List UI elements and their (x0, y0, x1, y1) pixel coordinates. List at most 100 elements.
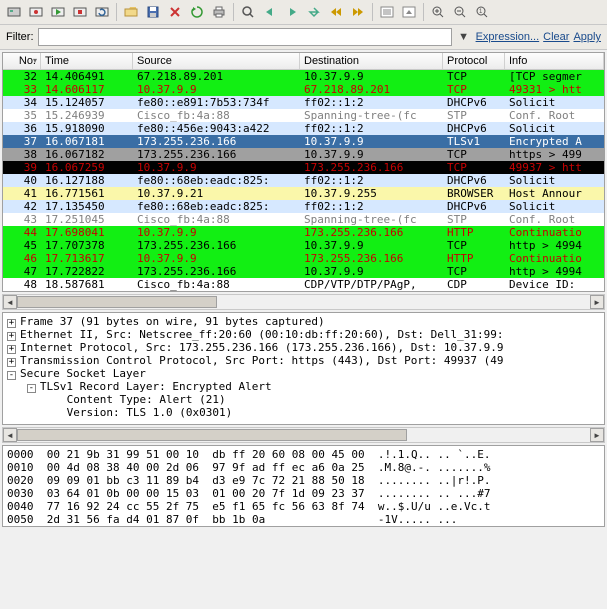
cell-src: fe80::68eb:eadc:825: (133, 174, 300, 187)
table-row[interactable]: 4417.69804110.37.9.9173.255.236.166HTTPC… (3, 226, 604, 239)
filter-dropdown-icon[interactable]: ▼ (456, 31, 472, 43)
options-icon[interactable] (26, 2, 46, 22)
packet-list-hscroll[interactable]: ◄ ► (2, 294, 605, 310)
expand-icon[interactable]: + (7, 345, 16, 354)
tree-line[interactable]: +Frame 37 (91 bytes on wire, 91 bytes ca… (3, 315, 604, 328)
table-row[interactable]: 3916.06725910.37.9.9173.255.236.166TCP49… (3, 161, 604, 174)
table-row[interactable]: 3615.918090fe80::456e:9043:a422ff02::1:2… (3, 122, 604, 135)
cell-time: 14.606117 (41, 83, 133, 96)
save-icon[interactable] (143, 2, 163, 22)
scroll-left-icon[interactable]: ◄ (3, 295, 17, 309)
find-icon[interactable] (238, 2, 258, 22)
filter-input[interactable] (40, 30, 450, 44)
stop-capture-icon[interactable] (70, 2, 90, 22)
table-row[interactable]: 4016.127188fe80::68eb:eadc:825:ff02::1:2… (3, 174, 604, 187)
col-header-time[interactable]: Time (41, 53, 133, 69)
zoom-out-icon[interactable] (450, 2, 470, 22)
cell-no: 34 (3, 96, 41, 109)
table-row[interactable]: 3214.40649167.218.89.20110.37.9.9TCP[TCP… (3, 70, 604, 83)
cell-no: 46 (3, 252, 41, 265)
tree-hscroll[interactable]: ◄ ► (2, 427, 605, 443)
table-row[interactable]: 4317.251045Cisco_fb:4a:88Spanning-tree-(… (3, 213, 604, 226)
expand-icon[interactable]: + (7, 332, 16, 341)
table-row[interactable]: 4217.135450fe80::68eb:eadc:825:ff02::1:2… (3, 200, 604, 213)
go-last-icon[interactable] (348, 2, 368, 22)
cell-time: 16.067182 (41, 148, 133, 161)
tree-line[interactable]: -Secure Socket Layer (3, 367, 604, 380)
start-capture-icon[interactable] (48, 2, 68, 22)
zoom-in-icon[interactable] (428, 2, 448, 22)
table-row[interactable]: 3816.067182173.255.236.16610.37.9.9TCPht… (3, 148, 604, 161)
tree-line[interactable]: +Transmission Control Protocol, Src Port… (3, 354, 604, 367)
col-header-no[interactable]: No. (3, 53, 41, 69)
interfaces-icon[interactable] (4, 2, 24, 22)
hex-dump-pane[interactable]: 0000 00 21 9b 31 99 51 00 10 db ff 20 60… (2, 445, 605, 527)
cell-dst: 10.37.9.9 (300, 135, 443, 148)
clear-link[interactable]: Clear (543, 31, 569, 43)
go-back-icon[interactable] (260, 2, 280, 22)
reload-icon[interactable] (187, 2, 207, 22)
col-header-source[interactable]: Source (133, 53, 300, 69)
table-row[interactable]: 4617.71361710.37.9.9173.255.236.166HTTPC… (3, 252, 604, 265)
table-row[interactable]: 4717.722822173.255.236.16610.37.9.9TCPht… (3, 265, 604, 278)
table-row[interactable]: 3716.067181173.255.236.16610.37.9.9TLSv1… (3, 135, 604, 148)
restart-capture-icon[interactable] (92, 2, 112, 22)
cell-src: 10.37.9.9 (133, 226, 300, 239)
go-to-icon[interactable] (304, 2, 324, 22)
table-row[interactable]: 4818.587681Cisco_fb:4a:88CDP/VTP/DTP/PAg… (3, 278, 604, 291)
cell-src: fe80::456e:9043:a422 (133, 122, 300, 135)
cell-info: Device ID: (505, 278, 604, 291)
protocol-tree-pane[interactable]: +Frame 37 (91 bytes on wire, 91 bytes ca… (2, 312, 605, 425)
tree-line[interactable]: Version: TLS 1.0 (0x0301) (3, 406, 604, 419)
tree-line[interactable]: Content Type: Alert (21) (3, 393, 604, 406)
scroll-left-icon[interactable]: ◄ (3, 428, 17, 442)
collapse-icon[interactable]: - (7, 371, 16, 380)
cell-time: 16.067181 (41, 135, 133, 148)
cell-no: 40 (3, 174, 41, 187)
apply-link[interactable]: Apply (573, 31, 601, 43)
cell-no: 47 (3, 265, 41, 278)
col-header-destination[interactable]: Destination (300, 53, 443, 69)
tree-line[interactable]: -TLSv1 Record Layer: Encrypted Alert (3, 380, 604, 393)
packet-list-body[interactable]: 3214.40649167.218.89.20110.37.9.9TCP[TCP… (3, 70, 604, 291)
table-row[interactable]: 4517.707378173.255.236.16610.37.9.9TCPht… (3, 239, 604, 252)
scroll-right-icon[interactable]: ► (590, 428, 604, 442)
cell-dst: 67.218.89.201 (300, 83, 443, 96)
col-header-info[interactable]: Info (505, 53, 604, 69)
cell-info: Conf. Root (505, 109, 604, 122)
cell-src: fe80::e891:7b53:734f (133, 96, 300, 109)
autoscroll-icon[interactable] (399, 2, 419, 22)
tree-line[interactable]: +Internet Protocol, Src: 173.255.236.166… (3, 341, 604, 354)
cell-time: 16.127188 (41, 174, 133, 187)
tree-line[interactable]: +Ethernet II, Src: Netscree_ff:20:60 (00… (3, 328, 604, 341)
zoom-reset-icon[interactable]: 1 (472, 2, 492, 22)
expand-icon[interactable]: + (7, 358, 16, 367)
separator (423, 3, 424, 21)
go-first-icon[interactable] (326, 2, 346, 22)
print-icon[interactable] (209, 2, 229, 22)
close-icon[interactable] (165, 2, 185, 22)
cell-dst: 10.37.9.9 (300, 239, 443, 252)
expand-icon[interactable]: + (7, 319, 16, 328)
open-icon[interactable] (121, 2, 141, 22)
cell-dst: 10.37.9.9 (300, 265, 443, 278)
table-row[interactable]: 3314.60611710.37.9.967.218.89.201TCP4933… (3, 83, 604, 96)
table-row[interactable]: 4116.77156110.37.9.2110.37.9.255BROWSERH… (3, 187, 604, 200)
cell-src: 173.255.236.166 (133, 239, 300, 252)
collapse-icon[interactable]: - (27, 384, 36, 393)
table-row[interactable]: 3515.246939Cisco_fb:4a:88Spanning-tree-(… (3, 109, 604, 122)
cell-dst: Spanning-tree-(fc (300, 213, 443, 226)
expression-link[interactable]: Expression... (476, 31, 540, 43)
scroll-thumb[interactable] (17, 429, 407, 441)
cell-info: 49937 > htt (505, 161, 604, 174)
go-forward-icon[interactable] (282, 2, 302, 22)
cell-time: 17.722822 (41, 265, 133, 278)
scroll-thumb[interactable] (17, 296, 217, 308)
table-row[interactable]: 3415.124057fe80::e891:7b53:734fff02::1:2… (3, 96, 604, 109)
cell-proto: DHCPv6 (443, 96, 505, 109)
col-header-protocol[interactable]: Protocol (443, 53, 505, 69)
cell-no: 38 (3, 148, 41, 161)
colorize-icon[interactable] (377, 2, 397, 22)
tree-text: Secure Socket Layer (20, 367, 146, 380)
scroll-right-icon[interactable]: ► (590, 295, 604, 309)
